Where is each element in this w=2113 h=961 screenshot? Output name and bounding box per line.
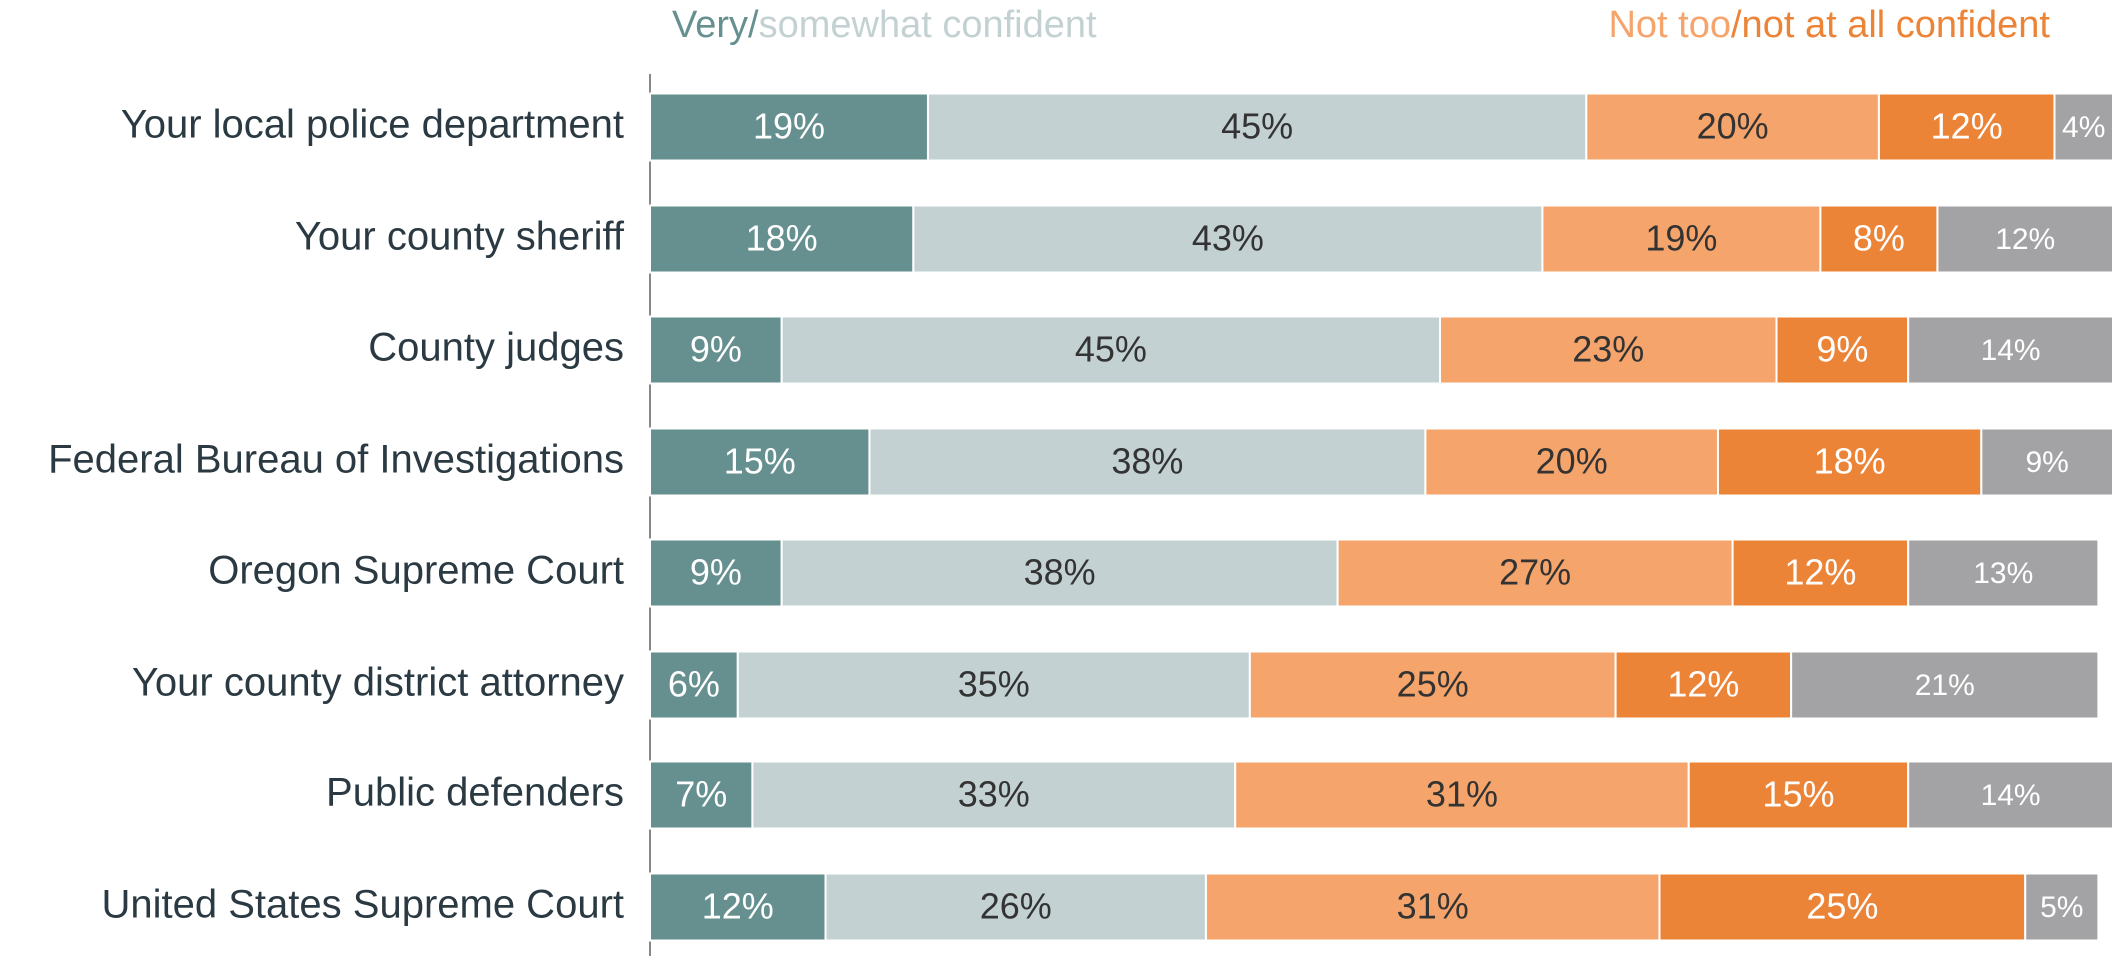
value-label: 15% (724, 441, 796, 482)
value-label: 43% (1192, 218, 1264, 259)
bar-segment (1248, 650, 1617, 720)
value-label: 15% (1762, 774, 1834, 815)
bar-segment (649, 650, 739, 720)
value-label: 9% (690, 552, 742, 593)
value-label: 45% (1075, 329, 1147, 370)
value-label: 26% (980, 886, 1052, 927)
value-label: 7% (675, 774, 727, 815)
value-label: 4% (2062, 111, 2105, 144)
category-label: Oregon Supreme Court (208, 549, 624, 593)
value-label: 25% (1806, 886, 1878, 927)
category-label: Federal Bureau of Investigations (48, 438, 624, 482)
bar-segment (1716, 427, 1983, 497)
bar-segment (1775, 315, 1910, 385)
bar-segment (1424, 427, 1719, 497)
bar-segment (1658, 872, 2027, 942)
category-label: Your local police department (121, 103, 624, 147)
bar-segment (1439, 315, 1778, 385)
value-label: 19% (1645, 218, 1717, 259)
bar-segment (649, 315, 783, 385)
bar-segment (2024, 872, 2100, 942)
value-label: 31% (1397, 886, 1469, 927)
bar-segment (649, 872, 827, 942)
value-label: 9% (2025, 446, 2068, 479)
value-label: 33% (958, 774, 1030, 815)
bar-segment (1614, 650, 1793, 720)
legend-entry: Very/ (672, 4, 759, 46)
value-label: 12% (1931, 106, 2003, 147)
bar-segment (649, 204, 915, 274)
bar-segment (1790, 650, 2100, 720)
bar-segment (1819, 204, 1939, 274)
value-label: 12% (1995, 223, 2055, 256)
bar-segment (1731, 538, 1910, 608)
value-label: 38% (1024, 552, 1096, 593)
value-label: 21% (1915, 669, 1975, 702)
bar-segment (649, 538, 783, 608)
legend-not-confident: Not too/not at all confident (1608, 4, 2050, 46)
bar-segment (780, 315, 1442, 385)
category-label: Your county sheriff (295, 215, 625, 259)
value-label: 12% (1667, 664, 1739, 705)
category-label: County judges (368, 326, 624, 370)
legend-entry: /not at all confident (1731, 4, 2050, 46)
legend-entry: somewhat confident (759, 4, 1097, 46)
bar-segment (649, 427, 871, 497)
bar-segment (1936, 204, 2113, 274)
legend-confident: Very/somewhat confident (672, 4, 1097, 46)
value-label: 14% (1981, 334, 2041, 367)
bar-segment (1907, 538, 2100, 608)
value-label: 12% (702, 886, 774, 927)
value-label: 20% (1697, 106, 1769, 147)
value-label: 35% (958, 664, 1030, 705)
value-label: 14% (1981, 779, 2041, 812)
value-label: 20% (1536, 441, 1608, 482)
value-label: 5% (2040, 891, 2083, 924)
bar-segment (926, 92, 1588, 162)
legend-entry: Not too (1608, 4, 1731, 46)
category-label: Your county district attorney (132, 661, 624, 705)
value-label: 27% (1499, 552, 1571, 593)
bar-segment (780, 538, 1339, 608)
bar-segment (1204, 872, 1661, 942)
bar-segment (1336, 538, 1734, 608)
value-label: 6% (668, 664, 720, 705)
value-label: 8% (1853, 218, 1905, 259)
category-label: Public defenders (326, 771, 624, 815)
value-label: 18% (746, 218, 818, 259)
value-label: 45% (1221, 106, 1293, 147)
bar-segment (649, 760, 754, 830)
bar-segment (1907, 760, 2113, 830)
value-label: 38% (1111, 441, 1183, 482)
value-label: 9% (1816, 329, 1868, 370)
bar-segment (1980, 427, 2113, 497)
value-label: 18% (1814, 441, 1886, 482)
bar-segment (736, 650, 1251, 720)
bar-segment (868, 427, 1427, 497)
value-label: 31% (1426, 774, 1498, 815)
bar-segment (1585, 92, 1880, 162)
value-label: 12% (1784, 552, 1856, 593)
value-label: 25% (1397, 664, 1469, 705)
bar-segment (1234, 760, 1690, 830)
value-label: 13% (1973, 557, 2033, 590)
value-label: 9% (690, 329, 742, 370)
category-label: United States Supreme Court (102, 883, 624, 927)
value-label: 23% (1572, 329, 1644, 370)
value-label: 19% (753, 106, 825, 147)
bar-segment (1907, 315, 2113, 385)
